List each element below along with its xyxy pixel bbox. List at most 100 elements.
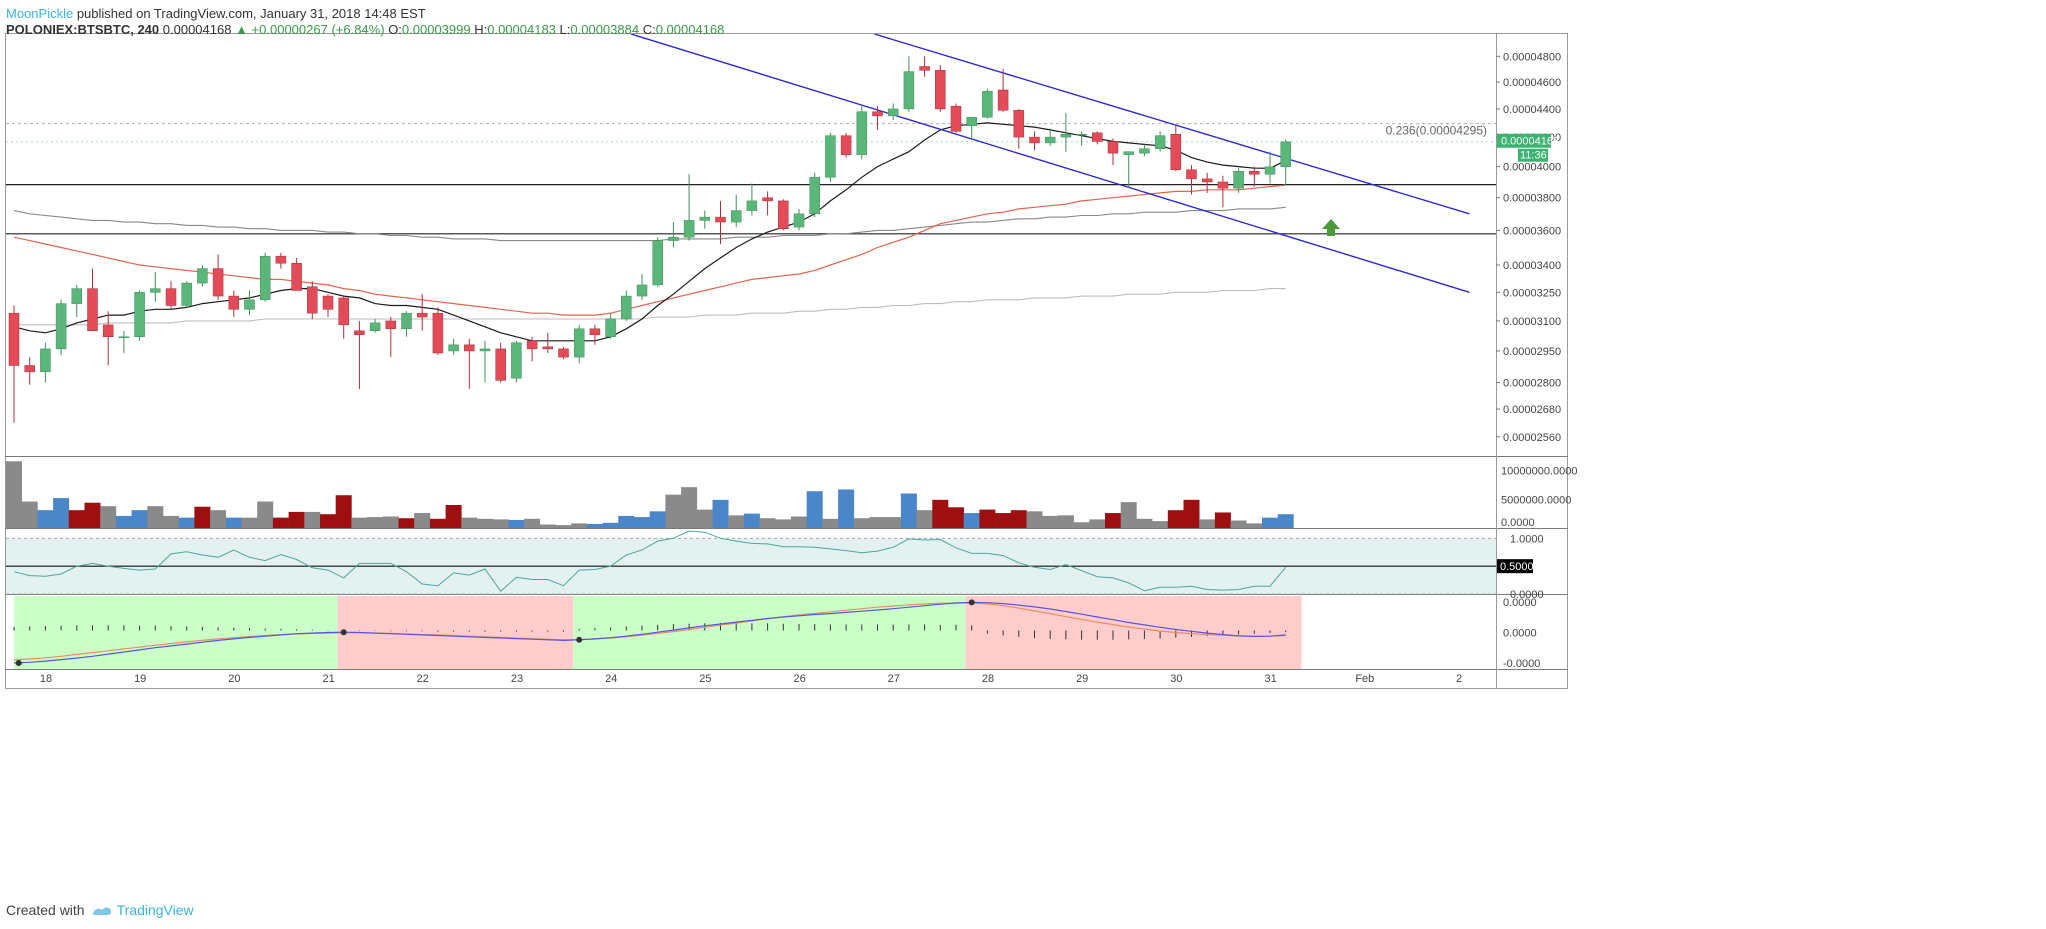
- y-tick-label: 0.00004600: [1503, 77, 1561, 89]
- rsi-tick-label: 1.0000: [1510, 533, 1544, 545]
- volume-bar: [963, 513, 980, 528]
- candle-body: [511, 342, 522, 379]
- volume-bar: [147, 506, 164, 528]
- candle-body: [165, 288, 177, 306]
- volume-bar: [791, 516, 807, 528]
- volume-bar: [1073, 522, 1090, 528]
- volume-bar: [445, 505, 462, 528]
- candle-body: [730, 210, 742, 223]
- candle-body: [385, 320, 397, 330]
- candle-body: [1233, 170, 1244, 189]
- candle-body: [997, 89, 1009, 111]
- symbol-name[interactable]: POLONIEX:BTSBTC, 240: [6, 22, 160, 37]
- candle-body: [621, 295, 632, 320]
- volume-bar: [210, 510, 227, 528]
- x-tick-label: 31: [1264, 673, 1276, 685]
- volume-bar: [304, 511, 321, 528]
- volume-bar: [225, 517, 242, 528]
- x-tick-label: Feb: [1355, 673, 1374, 685]
- y-tick-label: 0.00004800: [1503, 51, 1561, 63]
- volume-bar: [995, 513, 1012, 528]
- volume-bar: [335, 495, 352, 528]
- y-tick-label: 0.00003400: [1503, 260, 1561, 272]
- x-tick-label: 23: [511, 673, 523, 685]
- candle-body: [259, 255, 271, 301]
- volume-bar: [1167, 510, 1184, 528]
- candle-body: [762, 197, 773, 202]
- candle-body: [102, 324, 114, 338]
- last-price-tag-label: 0.00004168: [1501, 136, 1559, 148]
- candle-body: [966, 117, 977, 126]
- candle-body: [291, 262, 302, 291]
- candle-body: [872, 111, 883, 117]
- volume-bar: [853, 518, 870, 528]
- channel-lower-line: [630, 34, 1470, 293]
- candle-body: [1107, 141, 1119, 154]
- volume-bar: [822, 518, 839, 528]
- created-with-text: Created with: [6, 902, 85, 918]
- volume-bar: [1230, 520, 1247, 528]
- candle-body: [1013, 110, 1025, 138]
- candle-body: [1170, 133, 1182, 170]
- tradingview-link[interactable]: TradingView: [91, 900, 194, 920]
- candle-body: [307, 286, 318, 314]
- author-link[interactable]: MoonPickle: [6, 6, 74, 21]
- volume-bar: [555, 525, 572, 528]
- volume-bar: [320, 514, 336, 528]
- volume-bar: [838, 489, 855, 528]
- published-text: published on TradingView.com, January 31…: [76, 6, 426, 21]
- volume-bar: [194, 506, 211, 528]
- x-tick-label: 21: [322, 673, 334, 685]
- volume-bar: [916, 510, 933, 528]
- y-tick-label: 0.00002800: [1503, 378, 1561, 390]
- volume-bar: [602, 522, 619, 528]
- candle-body: [1249, 170, 1260, 175]
- macd-cross-marker: [340, 629, 347, 636]
- x-tick-label: 29: [1076, 673, 1088, 685]
- candle-body: [558, 348, 569, 358]
- volume-bar: [272, 517, 289, 528]
- candle-body: [244, 299, 255, 310]
- channel-upper-line: [874, 34, 1470, 215]
- x-tick-label: 30: [1170, 673, 1182, 685]
- candle-body: [809, 177, 820, 215]
- candle-body: [1186, 169, 1197, 180]
- candle-body: [699, 216, 711, 221]
- candle-body: [432, 312, 444, 354]
- fib-level-label: 0.236(0.00004295): [1386, 124, 1487, 138]
- footer: Created with TradingView: [6, 900, 194, 920]
- volume-bar: [131, 510, 148, 528]
- volume-bar: [1120, 502, 1137, 528]
- y-tick-label: 0.00002560: [1503, 432, 1561, 444]
- volume-bar: [178, 517, 195, 528]
- x-tick-label: 2: [1456, 673, 1462, 685]
- high-value: 0.00004183: [487, 22, 556, 37]
- candle-body: [778, 200, 789, 229]
- y-tick-label: 0.00003250: [1503, 287, 1561, 299]
- candle-body: [228, 295, 240, 310]
- volume-bar: [257, 501, 274, 528]
- candle-body: [479, 348, 491, 352]
- candle-body: [118, 336, 130, 339]
- candle-body: [1044, 136, 1056, 144]
- candle-body: [935, 70, 946, 110]
- volume-bar: [1026, 511, 1043, 528]
- candle-body: [715, 216, 726, 223]
- macd-tick-label: 0.0000: [1503, 597, 1537, 609]
- candle-body: [322, 295, 334, 310]
- volume-bar: [885, 517, 902, 528]
- macd-cross-marker: [968, 599, 975, 606]
- last-price: 0.00004168: [162, 22, 232, 37]
- candle-body: [416, 312, 428, 318]
- candle-body: [1092, 132, 1103, 142]
- candle-body: [354, 330, 365, 336]
- candle-body: [856, 111, 868, 155]
- low-label: L:: [559, 22, 571, 37]
- volume-bar: [1214, 512, 1231, 528]
- volume-bar: [351, 517, 368, 528]
- candle-body: [1280, 141, 1291, 168]
- candle-body: [652, 240, 663, 286]
- open-value: 0.00003999: [401, 22, 471, 37]
- x-tick-label: 24: [605, 673, 617, 685]
